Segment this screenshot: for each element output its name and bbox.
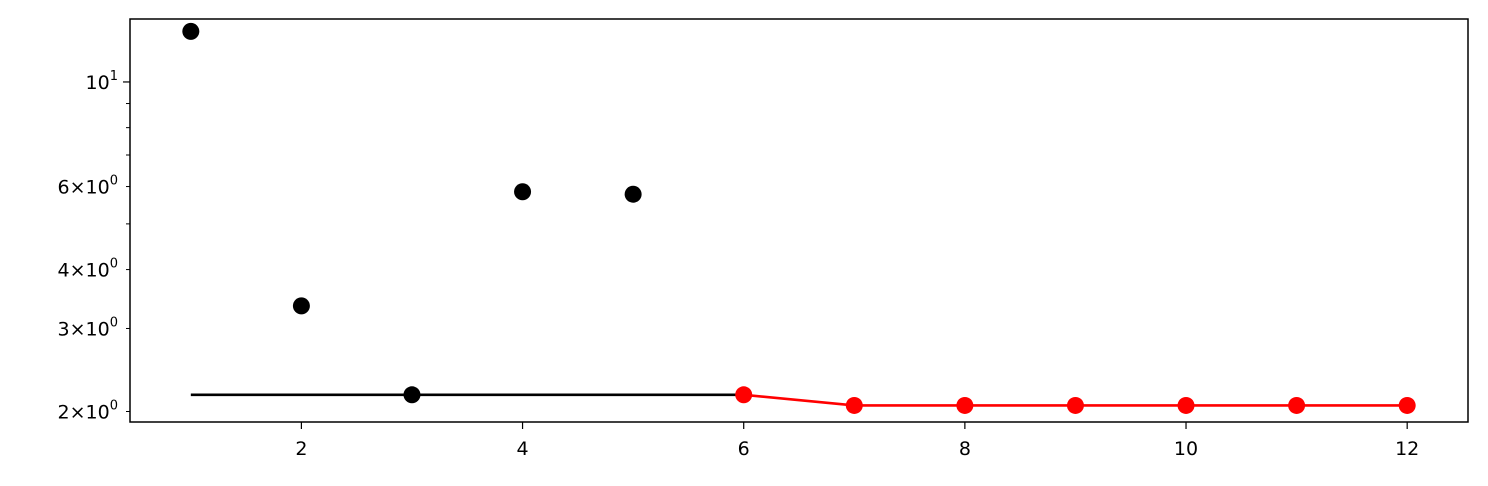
y-tick-label: 101 — [86, 69, 118, 94]
data-point — [1066, 396, 1084, 414]
axes: 2 4 6 8 10 12 101 2×100 3×100 4×100 6×100 — [58, 69, 1420, 460]
data-point — [1288, 396, 1306, 414]
x-tick-label: 10 — [1174, 438, 1198, 460]
y-tick-label: 6×100 — [58, 174, 118, 199]
data-point — [514, 183, 532, 201]
x-tick-label: 6 — [738, 438, 750, 460]
plot-area — [182, 22, 1416, 414]
y-tick-label: 3×100 — [58, 315, 118, 340]
plot-frame — [129, 18, 1469, 423]
x-tick-label: 12 — [1395, 438, 1419, 460]
data-point — [956, 396, 974, 414]
data-point — [735, 386, 753, 404]
data-point — [845, 396, 863, 414]
x-tick-label: 4 — [517, 438, 529, 460]
x-tick-label: 8 — [959, 438, 971, 460]
data-point — [624, 185, 642, 203]
data-point — [1398, 396, 1416, 414]
data-point — [182, 22, 200, 40]
y-tick-label: 4×100 — [58, 257, 118, 282]
data-point — [1177, 396, 1195, 414]
data-point — [292, 297, 310, 315]
y-tick-label: 2×100 — [58, 398, 118, 423]
x-tick-label: 2 — [295, 438, 307, 460]
